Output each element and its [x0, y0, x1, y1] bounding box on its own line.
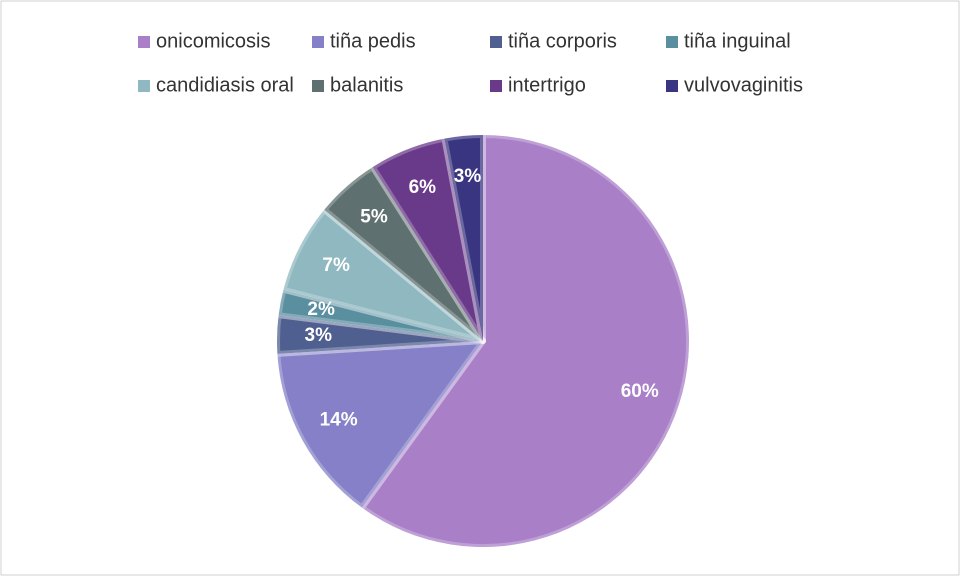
legend-label: vulvovaginitis: [684, 74, 803, 96]
legend-swatch: [312, 80, 324, 92]
data-label: 6%: [409, 177, 437, 198]
legend-swatch: [138, 36, 150, 48]
legend-label: intertrigo: [508, 74, 586, 96]
legend-label: candidiasis oral: [156, 74, 294, 96]
pie-slice: [274, 338, 486, 511]
pie-slice: [441, 132, 486, 344]
pie-slice: [274, 312, 486, 357]
legend-label: tiña inguinal: [684, 30, 791, 52]
data-label: 3%: [454, 166, 482, 187]
legend-swatch: [312, 36, 324, 48]
legend-swatch: [490, 80, 502, 92]
legend-swatch: [138, 80, 150, 92]
data-label: 2%: [307, 299, 335, 320]
legend-swatch: [666, 36, 678, 48]
pie-slice: [280, 206, 486, 344]
legend-label: tiña pedis: [330, 30, 416, 52]
legend-label: tiña corporis: [508, 30, 617, 52]
data-label: 14%: [320, 409, 358, 430]
pie-slice: [321, 164, 486, 344]
legend-swatch: [490, 36, 502, 48]
legend-swatch: [666, 80, 678, 92]
legend-label: balanitis: [330, 74, 403, 96]
pie-slice: [369, 135, 486, 344]
pie-slice: [358, 132, 692, 550]
data-label: 5%: [360, 206, 388, 227]
pie-slice: [275, 286, 486, 344]
data-label: 60%: [621, 381, 659, 402]
legend-label: onicomicosis: [156, 30, 270, 52]
data-label: 3%: [305, 325, 333, 346]
data-label: 7%: [322, 255, 350, 276]
